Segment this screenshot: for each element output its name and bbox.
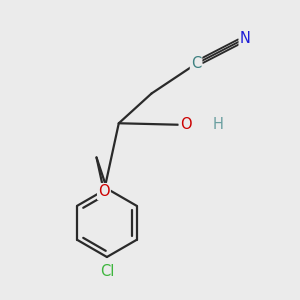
Text: Cl: Cl — [100, 264, 114, 279]
Text: N: N — [240, 31, 250, 46]
Text: O: O — [180, 117, 191, 132]
Text: C: C — [191, 56, 201, 71]
Text: H: H — [212, 117, 223, 132]
Text: O: O — [98, 184, 110, 199]
